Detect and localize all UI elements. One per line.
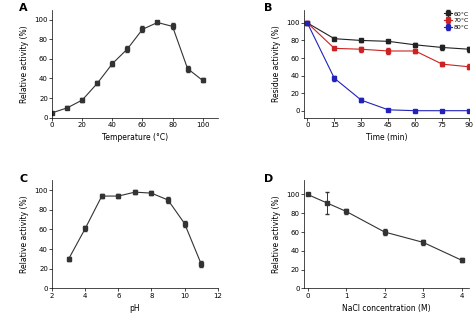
X-axis label: Time (min): Time (min) [366,133,407,143]
Text: D: D [264,174,273,184]
Text: C: C [19,174,27,184]
Text: A: A [19,3,27,13]
Legend: 60°C, 70°C, 80°C: 60°C, 70°C, 80°C [444,11,469,30]
Y-axis label: Residue activity (%): Residue activity (%) [272,25,281,102]
X-axis label: Temperature (°C): Temperature (°C) [102,133,168,143]
Y-axis label: Relative activity (%): Relative activity (%) [20,196,29,273]
Y-axis label: Relative activity (%): Relative activity (%) [272,196,281,273]
X-axis label: NaCl concentration (M): NaCl concentration (M) [342,304,431,313]
X-axis label: pH: pH [129,304,140,313]
Text: B: B [264,3,273,13]
Y-axis label: Relative activity (%): Relative activity (%) [20,25,29,102]
